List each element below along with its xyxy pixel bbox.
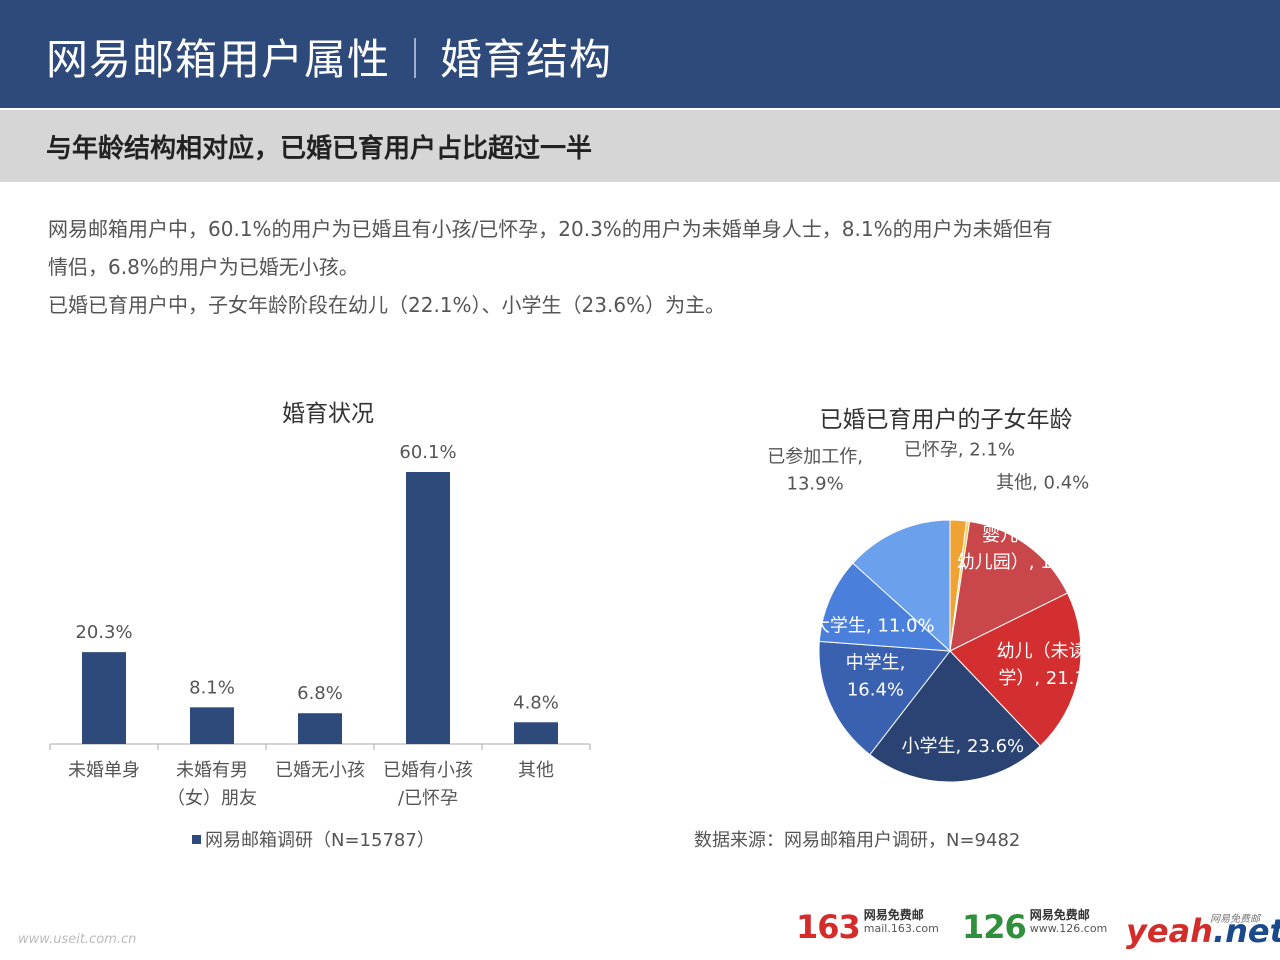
bar-chart-title: 婚育状况 (282, 401, 374, 427)
page-title-main: 网易邮箱用户属性 (46, 35, 391, 84)
logo-126-cn: 网易免费邮 (1029, 908, 1090, 922)
logo-163-cn: 网易免费邮 (863, 908, 924, 922)
subheader-bar: 与年龄结构相对应，已婚已育用户占比超过一半 (0, 110, 1280, 182)
bar-data-label: 8.1% (189, 677, 235, 698)
intro-paragraph: 网易邮箱用户中，60.1%的用户为已婚且有小孩/已怀孕，20.3%的用户为未婚单… (48, 210, 1228, 324)
pie-slice (949, 520, 1069, 652)
pie-slice-label: 其他, 0.4% (996, 472, 1089, 493)
logo-126-url: www.126.com (1029, 922, 1108, 935)
bar (190, 707, 234, 744)
logo-126-text: 网易免费邮 www.126.com (1030, 908, 1107, 936)
pie-slice-label: 16.4% (847, 680, 904, 701)
bar (298, 713, 342, 744)
logo-yeah-caption: 网易免费邮 (1210, 914, 1260, 925)
pie-slice-label: 已参加工作, (767, 446, 863, 467)
pie-slice-label: 中学生, (846, 653, 906, 674)
bar (514, 722, 558, 744)
logo-163-text: 网易免费邮 mail.163.com (864, 908, 939, 936)
pie-slice (949, 592, 1082, 747)
watermark: www.useit.com.cn (18, 932, 137, 947)
bar (406, 472, 450, 744)
logo-163: 163 网易免费邮 mail.163.com (796, 908, 939, 954)
x-tick-label: /已怀孕 (398, 788, 458, 809)
x-tick-label: 已婚有小孩 (383, 760, 473, 781)
pie-slice-label: 13.9% (787, 473, 844, 494)
pie-slice-label: 已怀孕, 2.1% (904, 440, 1015, 460)
logo-126-num: 126 (962, 908, 1027, 946)
x-tick-label: 其他 (518, 760, 554, 781)
pie-slice-label: 小学生, 23.6% (902, 736, 1025, 757)
pie-slice-label: 幼儿园）, 16.0% (957, 552, 1098, 573)
logo-163-num: 163 (796, 908, 861, 946)
logo-yeah-main: yeah (1126, 912, 1213, 950)
pie-slice (852, 519, 951, 653)
logo-126: 126 网易免费邮 www.126.com (962, 908, 1107, 954)
pie-slice-label: 幼儿（未读小 (997, 641, 1105, 662)
pie-slice (818, 562, 952, 652)
data-source: 数据来源：网易邮箱用户调研，N=9482 (694, 830, 1021, 851)
pie-chart-title: 已婚已育用户的子女年龄 (819, 407, 1073, 433)
legend-label: 网易邮箱调研（N=15787） (205, 830, 435, 851)
page-title: 网易邮箱用户属性 婚育结构 (46, 26, 612, 87)
x-tick-label: （女）朋友 (167, 788, 257, 809)
legend-swatch (192, 835, 201, 844)
logo-yeah-net: .net (1212, 912, 1280, 950)
logo-163-url: mail.163.com (863, 922, 939, 935)
subheader-text: 与年龄结构相对应，已婚已育用户占比超过一半 (46, 134, 593, 164)
x-tick-label: 已婚无小孩 (275, 760, 365, 781)
page-title-topic: 婚育结构 (440, 35, 613, 84)
intro-line-1: 网易邮箱用户中，60.1%的用户为已婚且有小孩/已怀孕，20.3%的用户为未婚单… (48, 217, 1053, 241)
logo-yeah: yeah.net (1126, 912, 1280, 950)
pie-slice-label: 学）, 21.1% (998, 668, 1103, 689)
bar-data-label: 6.8% (297, 683, 343, 704)
x-tick-label: 未婚单身 (68, 760, 140, 781)
bar-data-label: 60.1% (399, 442, 456, 463)
intro-line-3: 已婚已育用户中，子女年龄阶段在幼儿（22.1%）、小学生（23.6%）为主。 (48, 293, 726, 317)
pie-slice-label: 婴儿（未读 (982, 525, 1072, 546)
pie-slice (818, 640, 951, 756)
header-bar: 网易邮箱用户属性 婚育结构 (0, 0, 1280, 108)
bar-chart-legend: 网易邮箱调研（N=15787） (192, 826, 435, 852)
bar-data-label: 20.3% (75, 622, 132, 643)
x-tick-label: 未婚有男 (176, 760, 248, 781)
bar (82, 652, 126, 744)
pie-slice (869, 650, 1042, 783)
pie-slice-label: 大学生, 11.0% (812, 616, 935, 637)
title-divider (414, 38, 417, 78)
bar-chart: 20.3% 未婚单身 8.1% 未婚有男 （女）朋友 6.8% 已婚无小孩 60.1% 已婚有小… (49, 442, 591, 809)
intro-line-2: 情侣，6.8%的用户为已婚无小孩。 (48, 255, 359, 279)
bar-data-label: 4.8% (513, 692, 559, 713)
